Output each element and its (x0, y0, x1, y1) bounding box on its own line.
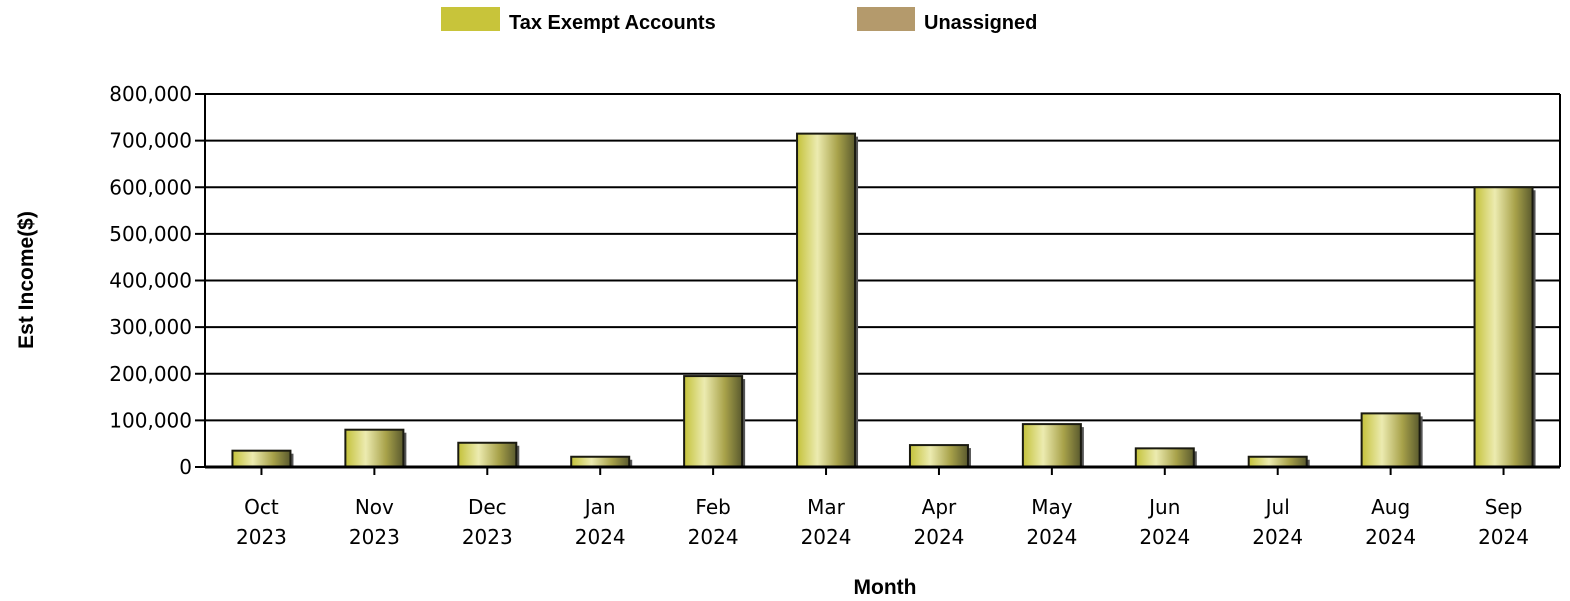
bar[interactable] (1473, 186, 1534, 468)
y-tick-label: 700,000 (109, 129, 192, 153)
x-tick-label-year: 2023 (462, 525, 513, 549)
x-tick-label-year: 2023 (236, 525, 287, 549)
x-tick-labels: Oct 2023 Nov 2023 Dec 2023 Jan 2024 Feb 2024 Mar 20… (236, 467, 1529, 549)
x-axis-title: Month (854, 576, 917, 599)
y-tick-label: 800,000 (109, 82, 192, 106)
axes (204, 94, 1561, 469)
y-tick-label: 600,000 (109, 175, 192, 199)
gridlines (195, 93, 1560, 468)
bars (231, 132, 1536, 469)
bar[interactable] (908, 444, 969, 468)
legend-item-unassigned[interactable]: Unassigned (857, 7, 1037, 34)
x-tick-label-month: Aug (1371, 495, 1410, 519)
x-tick-label-month: Nov (355, 495, 394, 519)
x-tick-label-year: 2024 (575, 525, 626, 549)
x-tick-label-year: 2024 (1139, 525, 1190, 549)
x-tick-label-year: 2024 (1365, 525, 1416, 549)
x-tick-label-year: 2024 (801, 525, 852, 549)
x-tick-label-month: Apr (922, 495, 957, 519)
y-tick-label: 100,000 (109, 408, 192, 432)
x-tick-label-month: Sep (1485, 495, 1523, 519)
x-tick-label-month: Mar (807, 495, 846, 519)
x-tick-label-year: 2024 (1026, 525, 1077, 549)
x-tick-label-year: 2023 (349, 525, 400, 549)
y-tick-label: 400,000 (109, 269, 192, 293)
x-tick-label-month: Feb (695, 495, 730, 519)
bar[interactable] (683, 375, 744, 468)
legend-swatch-unassigned (857, 7, 915, 31)
bar[interactable] (1134, 447, 1195, 469)
legend-item-tax-exempt[interactable]: Tax Exempt Accounts (441, 7, 716, 34)
x-tick-label-year: 2024 (688, 525, 739, 549)
x-tick-label-year: 2024 (1478, 525, 1529, 549)
y-tick-label: 300,000 (109, 315, 192, 339)
bar[interactable] (1021, 423, 1082, 469)
y-tick-label: 500,000 (109, 222, 192, 246)
bar[interactable] (457, 441, 518, 469)
x-tick-label-month: Dec (468, 495, 507, 519)
x-tick-label-month: Oct (244, 495, 279, 519)
y-tick-label: 0 (179, 455, 192, 479)
legend-swatch-tax-exempt (441, 7, 500, 31)
bar[interactable] (344, 428, 405, 469)
bar[interactable] (1247, 455, 1308, 468)
bar[interactable] (1360, 412, 1421, 469)
x-tick-label-month: Jan (583, 495, 616, 519)
legend: Tax Exempt Accounts Unassigned (441, 7, 1037, 34)
x-tick-label-year: 2024 (914, 525, 965, 549)
bar[interactable] (570, 455, 631, 468)
x-tick-label-year: 2024 (1252, 525, 1303, 549)
x-tick-label-month: Jun (1147, 495, 1180, 519)
legend-label-tax-exempt: Tax Exempt Accounts (509, 12, 716, 34)
y-tick-label: 200,000 (109, 362, 192, 386)
bar[interactable] (796, 132, 857, 468)
legend-label-unassigned: Unassigned (924, 12, 1037, 34)
bar[interactable] (231, 449, 292, 468)
x-tick-label-month: Jul (1264, 495, 1290, 519)
x-tick-label-month: May (1031, 495, 1073, 519)
y-axis-title: Est Income($) (15, 211, 38, 349)
y-tick-labels: 0 100,000 200,000 300,000 400,000 500,000 600,… (109, 82, 192, 479)
